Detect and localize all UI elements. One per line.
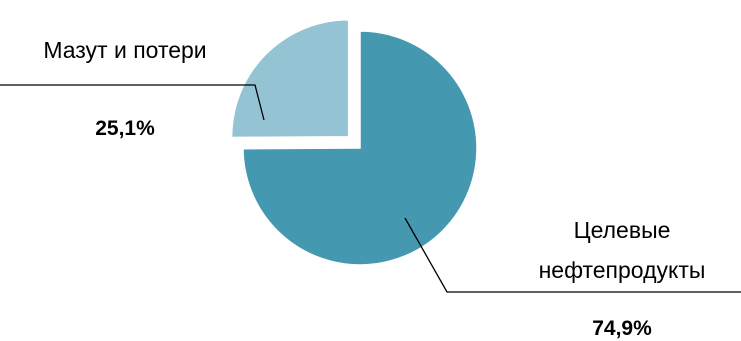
slice-label-mazut: Мазут и потери <box>43 37 206 63</box>
slice-label-target-line2: нефтепродукты <box>539 257 706 283</box>
slice-label-target-line1: Целевые <box>574 217 671 243</box>
pie-slices <box>230 18 478 266</box>
slice-value-target: 74,9% <box>592 317 652 340</box>
pie-slice-target <box>242 30 478 266</box>
leader-line-target <box>404 217 741 293</box>
leader-line-mazut <box>0 84 265 121</box>
pie-slice-mazut <box>230 18 350 139</box>
slice-value-mazut: 25,1% <box>95 117 155 140</box>
